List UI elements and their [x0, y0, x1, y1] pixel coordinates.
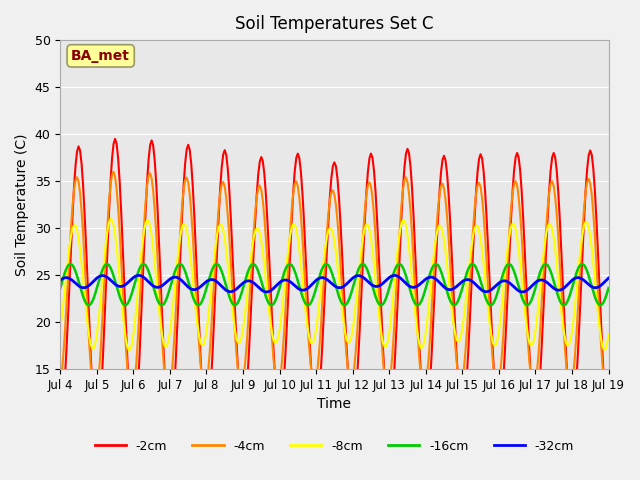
-8cm: [390, 287, 397, 293]
-32cm: [136, 273, 143, 278]
Line: -16cm: -16cm: [60, 264, 609, 305]
-32cm: [72, 280, 79, 286]
-8cm: [605, 332, 612, 338]
-32cm: [541, 278, 548, 284]
-16cm: [160, 301, 168, 307]
-2cm: [402, 151, 410, 156]
-4cm: [161, 379, 169, 384]
-16cm: [72, 268, 79, 274]
Line: -2cm: -2cm: [60, 139, 609, 431]
-16cm: [541, 261, 548, 267]
-8cm: [125, 348, 132, 353]
-8cm: [402, 223, 410, 228]
Line: -8cm: -8cm: [60, 219, 609, 350]
-4cm: [109, 169, 117, 175]
-32cm: [390, 273, 397, 278]
-32cm: [372, 284, 380, 289]
-8cm: [72, 223, 79, 228]
-4cm: [605, 385, 612, 391]
-16cm: [85, 302, 93, 308]
-32cm: [605, 275, 612, 281]
-2cm: [541, 282, 548, 288]
-8cm: [107, 216, 115, 222]
Line: -4cm: -4cm: [60, 172, 609, 397]
X-axis label: Time: Time: [317, 397, 351, 411]
-4cm: [128, 395, 136, 400]
-2cm: [111, 136, 119, 142]
-4cm: [372, 233, 380, 239]
-4cm: [390, 331, 397, 337]
-16cm: [372, 294, 380, 300]
Legend: -2cm, -4cm, -8cm, -16cm, -32cm: -2cm, -4cm, -8cm, -16cm, -32cm: [90, 435, 579, 458]
-2cm: [56, 413, 64, 419]
-2cm: [161, 383, 169, 388]
-4cm: [402, 174, 410, 180]
-4cm: [541, 251, 548, 257]
-16cm: [56, 285, 64, 291]
Y-axis label: Soil Temperature (C): Soil Temperature (C): [15, 133, 29, 276]
-2cm: [72, 163, 79, 168]
-16cm: [323, 261, 331, 267]
-16cm: [402, 273, 410, 279]
-32cm: [56, 277, 64, 283]
-4cm: [72, 177, 79, 183]
Title: Soil Temperatures Set C: Soil Temperatures Set C: [235, 15, 434, 33]
-2cm: [605, 418, 612, 424]
-16cm: [605, 285, 612, 291]
-8cm: [161, 344, 169, 350]
-2cm: [129, 428, 137, 433]
-32cm: [264, 289, 271, 295]
-16cm: [390, 270, 397, 276]
-8cm: [372, 276, 380, 282]
-8cm: [56, 325, 64, 331]
-2cm: [372, 189, 380, 194]
-32cm: [160, 281, 168, 287]
-32cm: [402, 280, 410, 286]
-4cm: [56, 381, 64, 386]
-8cm: [541, 242, 548, 248]
-2cm: [390, 376, 397, 382]
Text: BA_met: BA_met: [71, 49, 130, 63]
Line: -32cm: -32cm: [60, 276, 609, 292]
